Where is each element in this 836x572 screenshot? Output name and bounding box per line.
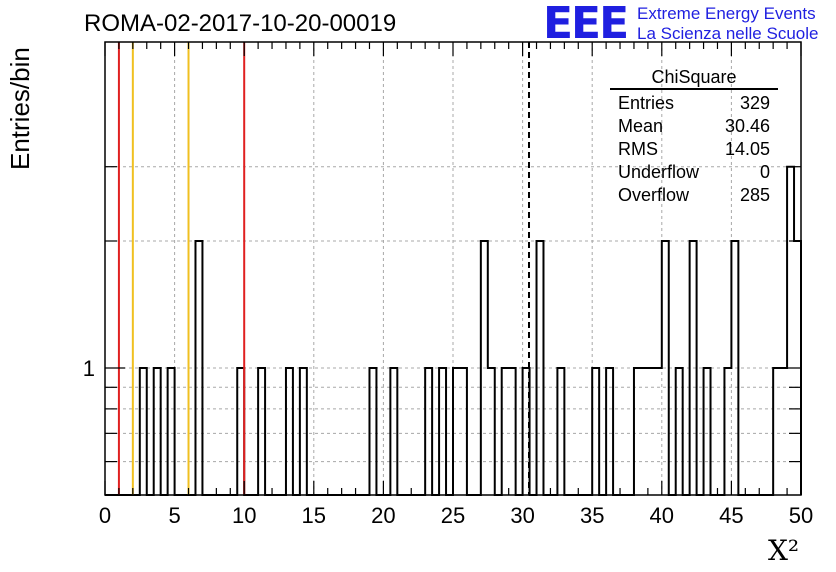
stats-label: Mean	[618, 116, 664, 136]
stats-label: RMS	[618, 139, 658, 159]
x-tick-label: 5	[168, 503, 180, 528]
histogram-bar	[787, 167, 794, 495]
stats-box: ChiSquare Entries 329 Mean 30.46 RMS 14.05 …	[610, 67, 778, 207]
x-tick-label: 45	[719, 503, 743, 528]
x-tick-label: 15	[302, 503, 326, 528]
x-tick-label: 10	[232, 503, 256, 528]
logo-text-line1: Extreme Energy Events	[637, 4, 816, 23]
eee-logo: EEE	[543, 0, 629, 49]
stats-value: 329	[739, 93, 770, 113]
x-tick-label: 50	[789, 503, 813, 528]
stats-row-rms: RMS 14.05	[610, 138, 778, 161]
stats-row-overflow: Overflow 285	[610, 184, 778, 207]
logo-text-line2: La Scienza nelle Scuole	[637, 24, 819, 43]
stats-value: 0	[759, 162, 770, 182]
stats-value: 30.46	[724, 116, 770, 136]
stats-value: 285	[739, 185, 770, 205]
stats-row-mean: Mean 30.46	[610, 115, 778, 138]
stats-value: 14.05	[724, 139, 770, 159]
stats-label: Underflow	[618, 162, 700, 182]
stats-title: ChiSquare	[610, 67, 778, 90]
stats-row-underflow: Underflow 0	[610, 161, 778, 184]
stats-label: Entries	[618, 93, 675, 113]
y-tick-label: 1	[83, 356, 95, 381]
x-axis-label: X²	[768, 534, 800, 567]
x-tick-label: 40	[650, 503, 674, 528]
chart-title: ROMA-02-2017-10-20-00019	[84, 10, 397, 37]
x-tick-label: 35	[580, 503, 604, 528]
x-tick-label: 25	[441, 503, 465, 528]
x-tick-label: 0	[99, 503, 111, 528]
x-tick-label: 20	[371, 503, 395, 528]
stats-label: Overflow	[618, 185, 690, 205]
x-tick-label: 30	[510, 503, 534, 528]
stats-row-entries: Entries 329	[610, 92, 778, 115]
